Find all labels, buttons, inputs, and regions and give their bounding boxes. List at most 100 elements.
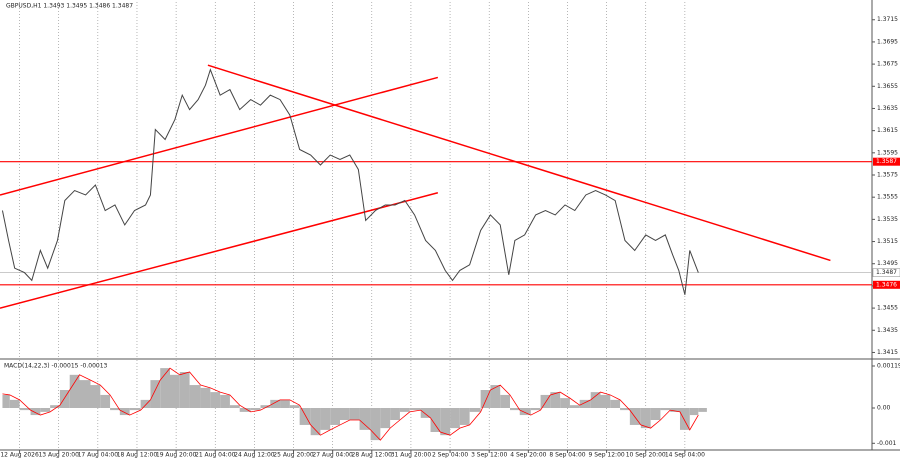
histogram-bar <box>119 408 130 416</box>
histogram-bar <box>600 394 611 408</box>
histogram-bar <box>390 408 400 420</box>
last-price-label: 1.3487 <box>876 269 897 276</box>
histogram-bar <box>349 408 360 420</box>
y-tick-label: 1.3635 <box>877 105 898 112</box>
histogram-bar <box>30 408 41 416</box>
histogram-bar <box>9 399 20 408</box>
histogram-bar <box>359 408 371 430</box>
histogram-bar <box>519 408 531 416</box>
histogram-bar <box>110 408 120 411</box>
x-tick-label: 4 Sep 20:00 <box>510 452 546 459</box>
histogram-bar <box>330 408 340 425</box>
x-tick-label: 9 Sep 12:00 <box>588 452 624 459</box>
chart-title: GBPUSD,H1 1.3493 1.3495 1.3486 1.3487 <box>6 3 133 10</box>
indicator-title: MACD(14,22,3) -0.00015 -0.00013 <box>4 363 108 370</box>
x-tick-label: 27 Aug 04:00 <box>312 452 353 459</box>
histogram-bar <box>610 399 621 408</box>
histogram-bar <box>150 380 161 408</box>
y-tick-label: 0.00119 <box>877 363 900 370</box>
level-label: 1.3587 <box>876 158 897 165</box>
x-tick-label: 10 Sep 20:00 <box>626 452 666 459</box>
y-tick-label: 1.3675 <box>877 61 898 68</box>
histogram-bar <box>490 385 501 408</box>
y-tick-label: 1.3415 <box>877 349 898 356</box>
histogram-bar <box>320 408 331 430</box>
histogram-bar <box>679 408 690 430</box>
histogram-bar <box>59 390 70 408</box>
histogram-bar <box>270 399 281 408</box>
x-tick-label: 31 Aug 20:00 <box>391 452 432 459</box>
y-tick-label: 1.3515 <box>877 238 898 245</box>
histogram-bar <box>530 408 541 411</box>
histogram-bar <box>670 408 680 412</box>
histogram-bar <box>590 392 601 408</box>
y-tick-label: 0.00 <box>877 405 891 412</box>
histogram-bar <box>260 405 271 408</box>
histogram-bar <box>650 408 661 420</box>
histogram-bar <box>450 408 460 429</box>
histogram-bar <box>480 390 491 408</box>
level-label-box <box>873 280 900 289</box>
histogram-bar <box>210 392 221 408</box>
histogram-bar <box>220 394 230 408</box>
histogram-bar <box>420 408 431 418</box>
histogram-bar <box>500 394 510 408</box>
histogram-bar <box>239 408 251 412</box>
histogram-bar <box>370 408 381 441</box>
y-tick-label: 1.3695 <box>877 38 898 45</box>
level-label: 1.3476 <box>876 281 897 288</box>
x-tick-label: 12 Aug 2026 <box>0 452 39 459</box>
series-line <box>2 367 699 441</box>
histogram-bar <box>550 392 561 408</box>
histogram-bar <box>339 408 350 420</box>
histogram-bar <box>2 394 10 408</box>
x-tick-label: 18 Aug 12:00 <box>117 452 158 459</box>
y-tick-label: 1.3595 <box>877 149 898 156</box>
histogram-bar <box>169 374 180 408</box>
histogram-bar <box>440 408 451 436</box>
histogram-bar <box>189 385 201 408</box>
trend-line <box>207 64 831 262</box>
x-tick-label: 25 Aug 20:00 <box>273 452 314 459</box>
x-tick-label: 13 Aug 20:00 <box>38 452 79 459</box>
x-tick-label: 21 Aug 04:00 <box>195 452 236 459</box>
x-tick-label: 3 Sep 12:00 <box>471 452 507 459</box>
histogram-bar <box>79 380 91 408</box>
histogram-bar <box>469 408 481 412</box>
histogram-bar <box>100 394 111 408</box>
x-tick-label: 24 Aug 12:00 <box>234 452 275 459</box>
histogram-bar <box>69 374 80 408</box>
histogram-bar <box>90 385 101 408</box>
last-price-box <box>872 268 900 277</box>
x-tick-label: 28 Aug 12:00 <box>352 452 393 459</box>
histogram-bar <box>459 408 470 425</box>
histogram-bar <box>310 408 321 436</box>
x-tick-label: 2 Sep 04:00 <box>432 452 468 459</box>
y-tick-label: 1.3455 <box>877 305 898 312</box>
histogram-bar <box>229 405 240 408</box>
x-tick-label: 8 Sep 04:00 <box>549 452 585 459</box>
histogram-bar <box>129 408 141 411</box>
histogram-bar <box>560 398 570 408</box>
histogram-bar <box>299 408 311 425</box>
histogram-bar <box>540 394 551 408</box>
histogram-bar <box>19 408 31 411</box>
x-tick-label: 14 Sep 04:00 <box>665 452 705 459</box>
histogram-bar <box>629 408 641 425</box>
histogram-bar <box>569 405 580 408</box>
series-line <box>1 68 699 295</box>
histogram-bar <box>140 399 151 408</box>
trend-line <box>0 76 439 196</box>
histogram-bar <box>289 405 300 408</box>
y-tick-label: 1.3575 <box>877 172 898 179</box>
histogram-bar <box>409 408 421 411</box>
y-tick-label: 1.3435 <box>877 327 898 334</box>
histogram-bar <box>40 408 51 412</box>
histogram-bar <box>698 408 707 412</box>
y-tick-label: 1.3715 <box>877 16 898 23</box>
histogram-bar <box>430 408 441 432</box>
histogram-bar <box>620 408 630 411</box>
y-tick-label: 1.3535 <box>877 216 898 223</box>
histogram-bar <box>689 408 699 416</box>
